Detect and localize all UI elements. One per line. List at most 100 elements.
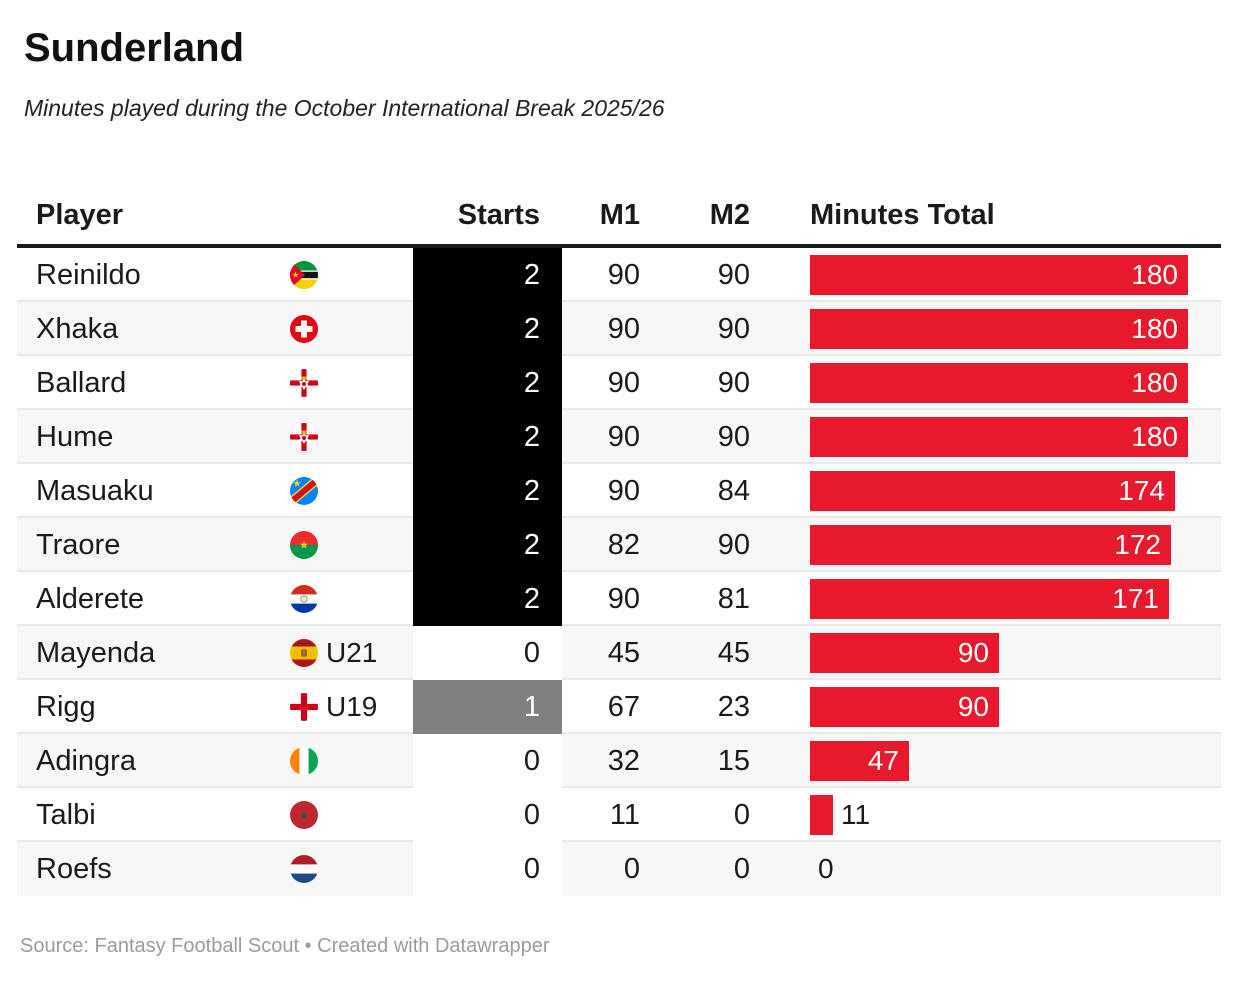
m2-value: 15 bbox=[717, 744, 750, 777]
starts-cell: 0 bbox=[413, 626, 562, 680]
player-name: Talbi bbox=[36, 798, 96, 831]
table-row: Xhaka 2 90 90 180 bbox=[17, 302, 1221, 356]
minutes-bar: 172 bbox=[810, 525, 1171, 565]
starts-cell: 2 bbox=[413, 518, 562, 572]
starts-cell: 0 bbox=[413, 788, 562, 842]
m2-value: 23 bbox=[717, 690, 750, 723]
m2-value: 0 bbox=[733, 798, 750, 831]
bar-track: 171 bbox=[810, 579, 1188, 619]
flag-wrap: U21 bbox=[290, 626, 377, 680]
chart-subtitle: Minutes played during the October Intern… bbox=[24, 95, 665, 121]
m1-value: 90 bbox=[607, 474, 640, 507]
minutes-bar: 174 bbox=[810, 471, 1175, 511]
table-row: Roefs 0 0 0 0 bbox=[17, 842, 1221, 896]
starts-value: 0 bbox=[523, 852, 540, 885]
minutes-total-value: 90 bbox=[957, 691, 989, 722]
minutes-total-cell: 174 bbox=[770, 464, 1221, 518]
bar-track: 11 bbox=[810, 795, 1188, 835]
m1-value: 90 bbox=[607, 258, 640, 291]
starts-value: 1 bbox=[523, 690, 540, 723]
column-header-starts: Starts bbox=[457, 199, 540, 231]
flag-wrap bbox=[290, 788, 318, 842]
table-header-row: Player Starts M1 M2 Minutes Total bbox=[17, 180, 1221, 248]
table-row: Traore 2 82 90 172 bbox=[17, 518, 1221, 572]
minutes-bar: 180 bbox=[810, 363, 1188, 403]
table-row: Ballard 2 90 90 180 bbox=[17, 356, 1221, 410]
table-row: Mayenda U21 0 45 45 90 bbox=[17, 626, 1221, 680]
m2-value: 81 bbox=[717, 582, 750, 615]
minutes-total-cell: 172 bbox=[770, 518, 1221, 572]
table-row: Rigg U19 1 67 23 90 bbox=[17, 680, 1221, 734]
flag-burkina-faso-icon bbox=[290, 531, 318, 559]
starts-value: 2 bbox=[523, 474, 540, 507]
minutes-total-cell: 180 bbox=[770, 356, 1221, 410]
flag-spain-icon bbox=[290, 639, 318, 667]
starts-value: 2 bbox=[523, 582, 540, 615]
flag-england-icon bbox=[290, 693, 318, 721]
m2-value: 90 bbox=[717, 366, 750, 399]
flag-wrap bbox=[290, 248, 318, 302]
bar-track: 47 bbox=[810, 741, 1188, 781]
m1-value: 90 bbox=[607, 582, 640, 615]
minutes-total-value: 180 bbox=[1131, 421, 1178, 452]
minutes-total-cell: 0 bbox=[770, 842, 1221, 896]
m1-value: 90 bbox=[607, 420, 640, 453]
m2-value: 90 bbox=[717, 312, 750, 345]
minutes-total-value: 180 bbox=[1131, 259, 1178, 290]
player-cell: Masuaku bbox=[17, 464, 413, 518]
minutes-table: Player Starts M1 M2 Minutes Total Reinil… bbox=[17, 180, 1221, 896]
flag-switzerland-icon bbox=[290, 315, 318, 343]
starts-value: 0 bbox=[523, 744, 540, 777]
m2-value: 90 bbox=[717, 528, 750, 561]
m2-value: 45 bbox=[717, 636, 750, 669]
player-cell: Ballard bbox=[17, 356, 413, 410]
starts-value: 0 bbox=[523, 636, 540, 669]
player-name: Reinildo bbox=[36, 258, 141, 291]
m1-value: 45 bbox=[607, 636, 640, 669]
table-row: Adingra 0 32 15 47 bbox=[17, 734, 1221, 788]
bar-track: 174 bbox=[810, 471, 1188, 511]
minutes-total-cell: 47 bbox=[770, 734, 1221, 788]
table-row: Alderete 2 90 81 171 bbox=[17, 572, 1221, 626]
player-name: Mayenda bbox=[36, 636, 156, 669]
minutes-total-cell: 180 bbox=[770, 248, 1221, 302]
player-cell: Adingra bbox=[17, 734, 413, 788]
minutes-bar: 47 bbox=[810, 741, 909, 781]
m1-value: 0 bbox=[623, 852, 640, 885]
starts-value: 2 bbox=[523, 366, 540, 399]
bar-track: 0 bbox=[810, 849, 1188, 889]
starts-value: 2 bbox=[523, 312, 540, 345]
minutes-total-value: 180 bbox=[1131, 313, 1178, 344]
flag-mozambique-icon bbox=[290, 261, 318, 289]
starts-cell: 2 bbox=[413, 464, 562, 518]
minutes-bar: 171 bbox=[810, 579, 1169, 619]
source-attribution: Source: Fantasy Football Scout • Created… bbox=[20, 935, 550, 957]
m1-value: 90 bbox=[607, 312, 640, 345]
bar-track: 180 bbox=[810, 309, 1188, 349]
flag-netherlands-icon bbox=[290, 855, 318, 883]
minutes-total-cell: 11 bbox=[770, 788, 1221, 842]
bar-track: 90 bbox=[810, 633, 1188, 673]
player-cell: Talbi bbox=[17, 788, 413, 842]
starts-value: 2 bbox=[523, 420, 540, 453]
player-name: Xhaka bbox=[36, 312, 119, 345]
starts-value: 0 bbox=[523, 798, 540, 831]
minutes-bar: 90 bbox=[810, 687, 999, 727]
flag-dr-congo-icon bbox=[290, 477, 318, 505]
bar-track: 180 bbox=[810, 363, 1188, 403]
column-header-player: Player bbox=[36, 199, 124, 231]
player-name: Hume bbox=[36, 420, 114, 453]
player-cell: Mayenda U21 bbox=[17, 626, 413, 680]
table-body: Reinildo 2 90 90 180 Xhaka bbox=[17, 248, 1221, 896]
bar-track: 172 bbox=[810, 525, 1188, 565]
minutes-total-value: 171 bbox=[1112, 583, 1159, 614]
table-row: Talbi 0 11 0 11 bbox=[17, 788, 1221, 842]
player-name: Traore bbox=[36, 528, 121, 561]
m2-value: 0 bbox=[733, 852, 750, 885]
player-name: Alderete bbox=[36, 582, 145, 615]
m1-value: 32 bbox=[607, 744, 640, 777]
minutes-total-cell: 171 bbox=[770, 572, 1221, 626]
minutes-total-value: 172 bbox=[1114, 529, 1161, 560]
flag-northern-ireland-icon bbox=[290, 369, 318, 397]
starts-cell: 2 bbox=[413, 302, 562, 356]
